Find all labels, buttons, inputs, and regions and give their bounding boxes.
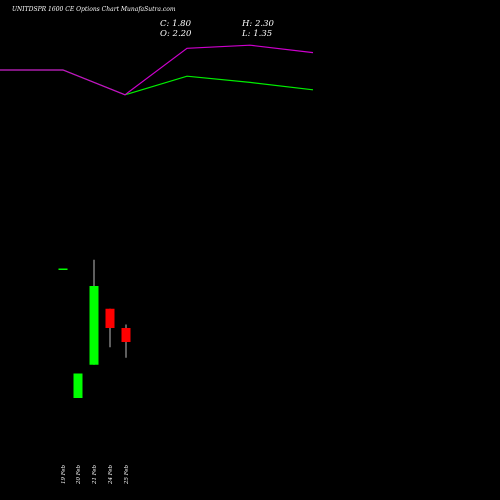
x-axis-labels: 19 Feb 20 Feb 21 Feb 24 Feb 25 Feb: [61, 464, 130, 485]
candle-3: [89, 259, 99, 365]
high-value: H: 2.30: [241, 19, 274, 29]
x-tick-label: 20 Feb: [76, 464, 82, 485]
candle-body: [105, 308, 115, 328]
x-tick-label: 25 Feb: [124, 464, 130, 485]
candle-body: [89, 286, 99, 365]
chart-title: UNITDSPR 1600 CE Options Chart MunafaSut…: [12, 6, 176, 13]
candle-5: [121, 324, 131, 358]
x-tick-label: 24 Feb: [108, 464, 114, 485]
close-value: C: 1.80: [160, 19, 192, 29]
candle-4: [105, 308, 115, 348]
low-value: L: 1.35: [241, 29, 272, 39]
line-series-2: [0, 44, 314, 96]
candlesticks: [58, 259, 131, 398]
x-tick-label: 21 Feb: [92, 464, 98, 485]
candle-body: [58, 268, 68, 270]
candle-body: [121, 328, 131, 342]
indicator-lines: [0, 44, 314, 96]
open-value: O: 2.20: [160, 29, 192, 39]
x-tick-label: 19 Feb: [61, 464, 67, 484]
candle-2: [73, 373, 83, 398]
candle-1: [58, 268, 68, 270]
candle-body: [73, 373, 83, 398]
